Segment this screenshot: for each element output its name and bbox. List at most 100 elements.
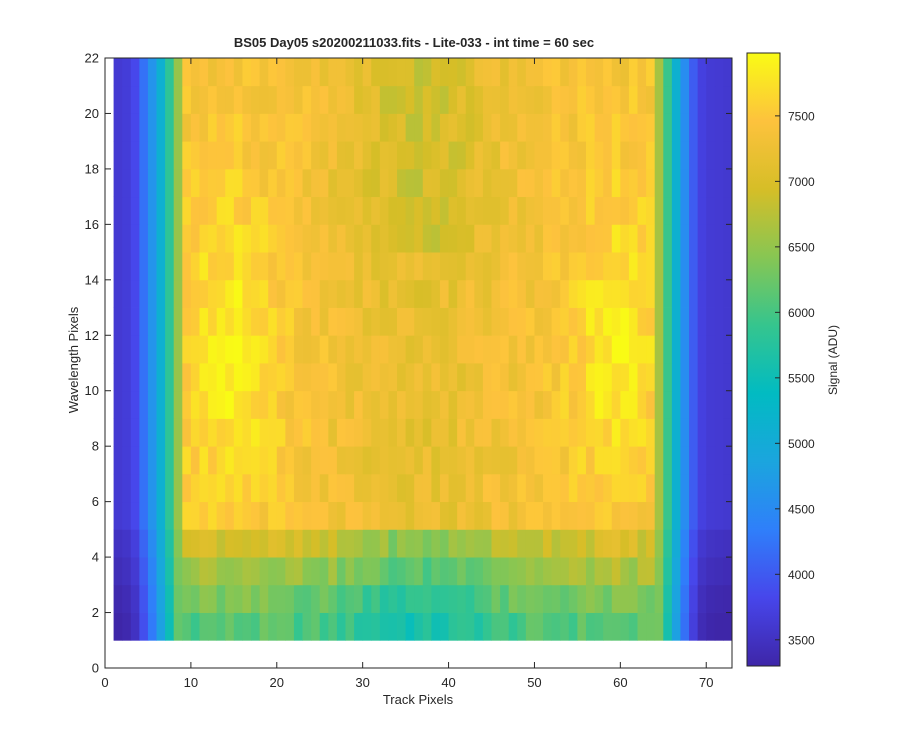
heatmap-cell bbox=[525, 141, 535, 170]
heatmap-cell bbox=[113, 473, 123, 503]
heatmap-cell bbox=[482, 363, 492, 392]
heatmap-cell bbox=[457, 335, 467, 364]
heatmap-cell bbox=[577, 113, 587, 142]
heatmap-cell bbox=[397, 501, 407, 530]
heatmap-cell bbox=[577, 196, 587, 225]
heatmap-cell bbox=[439, 279, 449, 308]
heatmap-cell bbox=[637, 557, 647, 586]
heatmap-cell bbox=[654, 196, 664, 225]
heatmap-cell bbox=[525, 363, 535, 392]
heatmap-cell bbox=[508, 113, 518, 142]
heatmap-cell bbox=[603, 168, 613, 198]
heatmap-cell bbox=[362, 390, 372, 419]
heatmap-cell bbox=[276, 612, 286, 641]
heatmap-cell bbox=[560, 335, 570, 364]
heatmap-cell bbox=[439, 252, 449, 281]
heatmap-cell bbox=[328, 446, 338, 475]
heatmap-cell bbox=[173, 307, 183, 336]
heatmap-cell bbox=[646, 501, 656, 530]
colorbar-tick-label: 4000 bbox=[788, 568, 815, 582]
heatmap-cell bbox=[173, 335, 183, 364]
heatmap-cell bbox=[517, 168, 527, 198]
heatmap-cell bbox=[233, 113, 243, 142]
heatmap-cell bbox=[431, 501, 441, 530]
heatmap-cell bbox=[439, 584, 449, 613]
heatmap-cell bbox=[491, 224, 501, 253]
heatmap-cell bbox=[130, 224, 140, 253]
heatmap-cell bbox=[594, 335, 604, 364]
heatmap-cell bbox=[491, 141, 501, 170]
heatmap-cell bbox=[268, 141, 278, 170]
heatmap-cell bbox=[697, 58, 707, 87]
heatmap-cell bbox=[723, 557, 733, 586]
heatmap-cell bbox=[414, 446, 424, 475]
heatmap-cell bbox=[560, 501, 570, 530]
heatmap-cell bbox=[422, 557, 432, 586]
heatmap-cell bbox=[594, 612, 604, 641]
heatmap-cell bbox=[620, 85, 630, 114]
heatmap-cell bbox=[663, 446, 673, 475]
heatmap-cell bbox=[525, 335, 535, 364]
heatmap-cell bbox=[354, 612, 364, 641]
heatmap-cell bbox=[208, 363, 218, 392]
heatmap-cell bbox=[422, 252, 432, 281]
heatmap-cell bbox=[379, 584, 389, 613]
heatmap-cell bbox=[723, 584, 733, 613]
heatmap-cell bbox=[182, 612, 192, 641]
heatmap-cell bbox=[311, 446, 321, 475]
heatmap-cell bbox=[637, 390, 647, 419]
heatmap-cell bbox=[328, 501, 338, 530]
heatmap-cell bbox=[397, 363, 407, 392]
heatmap-cell bbox=[147, 529, 157, 558]
heatmap-cell bbox=[560, 307, 570, 336]
heatmap-cell bbox=[706, 224, 716, 253]
y-tick-label: 20 bbox=[85, 106, 99, 121]
heatmap-cell bbox=[474, 473, 484, 503]
heatmap-cell bbox=[439, 557, 449, 586]
heatmap-cell bbox=[216, 473, 226, 503]
heatmap-cell bbox=[628, 501, 638, 530]
heatmap-cell bbox=[190, 252, 200, 281]
heatmap-cell bbox=[311, 58, 321, 87]
heatmap-cell bbox=[560, 196, 570, 225]
heatmap-cell bbox=[319, 446, 329, 475]
heatmap-cell bbox=[431, 446, 441, 475]
heatmap-cell bbox=[663, 335, 673, 364]
heatmap-cell bbox=[336, 529, 346, 558]
heatmap-cell bbox=[431, 252, 441, 281]
heatmap-cell bbox=[637, 473, 647, 503]
heatmap-cell bbox=[560, 584, 570, 613]
heatmap-cell bbox=[139, 58, 149, 87]
heatmap-cell bbox=[723, 279, 733, 308]
heatmap-cell bbox=[276, 529, 286, 558]
heatmap-cell bbox=[457, 141, 467, 170]
heatmap-cell bbox=[336, 446, 346, 475]
heatmap-cell bbox=[225, 168, 235, 198]
heatmap-cell bbox=[491, 473, 501, 503]
heatmap-cell bbox=[345, 418, 355, 447]
heatmap-cell bbox=[354, 363, 364, 392]
heatmap-cell bbox=[173, 168, 183, 198]
heatmap-cell bbox=[130, 252, 140, 281]
heatmap-cell bbox=[414, 557, 424, 586]
heatmap-cell bbox=[611, 363, 621, 392]
heatmap-cell bbox=[663, 85, 673, 114]
heatmap-cell bbox=[113, 224, 123, 253]
heatmap-cell bbox=[706, 279, 716, 308]
heatmap-cell bbox=[199, 307, 209, 336]
heatmap-cell bbox=[388, 557, 398, 586]
heatmap-cell bbox=[534, 196, 544, 225]
heatmap-cell bbox=[680, 224, 690, 253]
heatmap-cell bbox=[491, 335, 501, 364]
heatmap-cell bbox=[319, 252, 329, 281]
heatmap-cell bbox=[663, 141, 673, 170]
heatmap-cell bbox=[156, 473, 166, 503]
heatmap-cell bbox=[242, 473, 252, 503]
heatmap-cell bbox=[585, 307, 595, 336]
heatmap-cell bbox=[182, 113, 192, 142]
heatmap-cell bbox=[190, 390, 200, 419]
heatmap-cell bbox=[585, 58, 595, 87]
heatmap-cell bbox=[422, 141, 432, 170]
heatmap-cell bbox=[190, 363, 200, 392]
heatmap-cell bbox=[654, 307, 664, 336]
